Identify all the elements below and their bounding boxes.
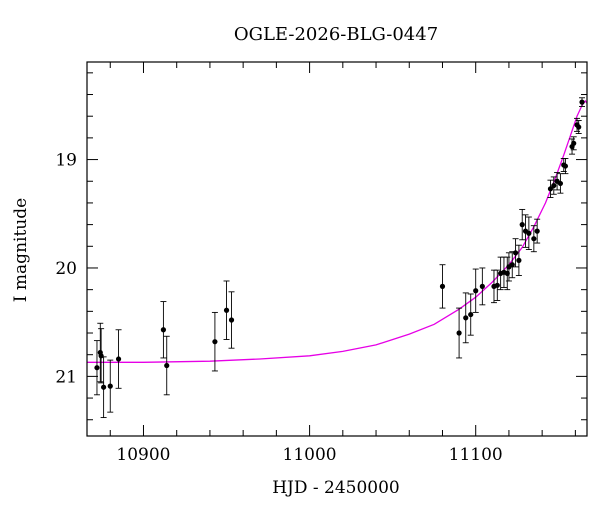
data-point [534,228,540,234]
data-point [94,365,100,371]
data-point [468,311,474,318]
data-point [547,186,554,192]
data-point [223,307,230,313]
data-point [160,327,167,333]
y-tick-label: 19 [55,151,77,171]
data-point [579,99,585,105]
data-point [98,353,104,359]
data-point [107,383,113,389]
chart-title: OGLE-2026-BLG-0447 [234,24,438,45]
data-point [526,230,532,236]
x-axis-label: HJD - 2450000 [272,478,400,498]
model-curve [87,99,587,363]
data-point [212,339,218,345]
data-point [516,257,522,263]
data-point [463,315,469,321]
data-point [531,236,537,242]
x-tick-label: 11000 [283,445,337,465]
data-point [164,362,170,369]
data-point [456,330,462,336]
data-point [562,163,569,169]
y-axis-label: I magnitude [11,198,31,302]
data-point [509,262,515,268]
data-point [512,250,519,256]
y-tick-label: 20 [55,259,77,279]
data-point [571,140,577,146]
data-point [576,124,582,130]
data-point [228,317,235,323]
x-tick-label: 10900 [116,445,170,465]
data-point [473,288,479,294]
plot-area: 10900 11000 11100 19 20 21 [55,61,588,465]
plot-frame [86,61,588,437]
data-point [439,283,446,289]
data-point [551,182,557,189]
data-point [101,384,107,390]
y-tick-label: 21 [55,367,77,387]
data-point [115,356,122,362]
data-point [494,282,500,288]
data-point [557,180,564,187]
data-point [479,283,485,289]
x-tick-label: 11100 [449,445,503,465]
data-point [519,222,525,228]
